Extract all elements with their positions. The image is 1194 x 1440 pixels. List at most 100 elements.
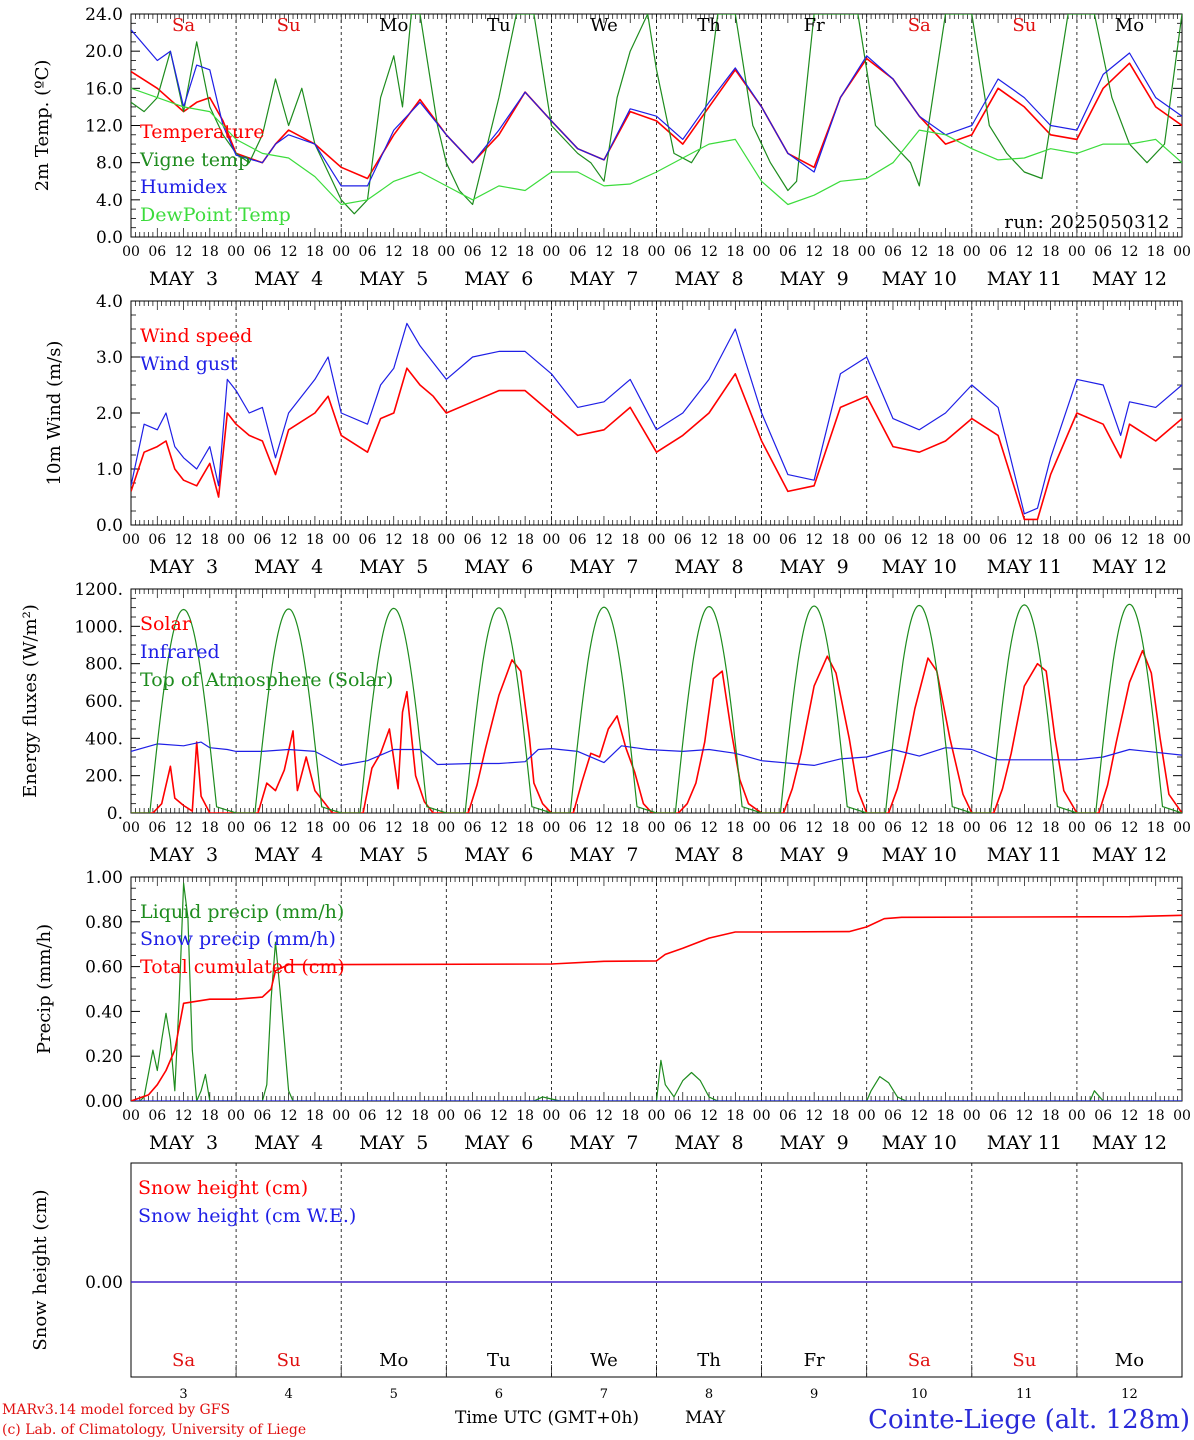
y-tick-label: 200. (85, 767, 123, 787)
hour-label: 18 (201, 532, 219, 548)
day-name: Sa (172, 15, 195, 36)
hour-label: 00 (1068, 244, 1086, 260)
date-label: MAY 4 (254, 1132, 323, 1154)
hour-label: 00 (122, 820, 140, 836)
y-tick-label: 0.40 (85, 1002, 123, 1022)
hour-label: 00 (1173, 532, 1191, 548)
legend-entry: Snow height (cm W.E.) (138, 1205, 356, 1227)
day-name: Su (1012, 1350, 1036, 1371)
day-name: We (590, 1350, 618, 1371)
hour-label: 18 (937, 532, 955, 548)
station-label: Cointe-Liege (alt. 128m) (868, 1405, 1190, 1435)
legend-entry: Infrared (140, 641, 220, 663)
hour-label: 06 (464, 1108, 482, 1124)
hour-label: 18 (411, 532, 429, 548)
hour-label: 00 (753, 1108, 771, 1124)
hour-label: 12 (280, 244, 298, 260)
hour-label: 00 (858, 820, 876, 836)
hour-label: 00 (1068, 1108, 1086, 1124)
hour-label: 18 (937, 1108, 955, 1124)
hour-label: 06 (253, 820, 271, 836)
date-label: MAY 8 (674, 844, 743, 866)
hour-label: 06 (464, 532, 482, 548)
hour-label: 18 (621, 244, 639, 260)
hour-label: 00 (858, 532, 876, 548)
hour-label: 06 (989, 1108, 1007, 1124)
y-tick-label: 1.00 (85, 868, 123, 888)
hour-label: 06 (253, 532, 271, 548)
hour-label: 18 (1147, 1108, 1165, 1124)
date-label: MAY 8 (674, 1132, 743, 1154)
hour-label: 06 (779, 532, 797, 548)
date-label: MAY 10 (882, 268, 957, 290)
hour-label: 18 (1042, 532, 1060, 548)
hour-label: 00 (227, 532, 245, 548)
hour-label: 18 (306, 532, 324, 548)
day-name: Fr (804, 1350, 825, 1371)
hour-label: 18 (937, 820, 955, 836)
hour-label: 06 (779, 820, 797, 836)
hour-label: 12 (490, 244, 508, 260)
hour-label: 00 (332, 1108, 350, 1124)
series-wind-gust (131, 322, 1182, 515)
hour-label: 00 (963, 1108, 981, 1124)
hour-label: 00 (227, 820, 245, 836)
hour-label: 12 (175, 1108, 193, 1124)
day-name: Fr (804, 15, 825, 36)
hour-label: 06 (359, 244, 377, 260)
date-label: MAY 8 (674, 556, 743, 578)
hour-label: 00 (1173, 820, 1191, 836)
hour-label: 00 (437, 532, 455, 548)
hour-label: 18 (832, 820, 850, 836)
date-label: MAY 6 (464, 844, 533, 866)
y-tick-label: 1.0 (96, 460, 123, 480)
hour-label: 18 (516, 1108, 534, 1124)
hour-label: 12 (280, 532, 298, 548)
hour-label: 12 (385, 1108, 403, 1124)
hour-label: 00 (648, 244, 666, 260)
hour-label: 06 (674, 244, 692, 260)
hour-label: 06 (148, 532, 166, 548)
hour-label: 06 (884, 1108, 902, 1124)
hour-label: 06 (1094, 1108, 1112, 1124)
legend-entry: Humidex (140, 176, 227, 198)
date-label: MAY 9 (780, 268, 849, 290)
hour-label: 12 (1015, 820, 1033, 836)
hour-label: 06 (464, 820, 482, 836)
hour-label: 06 (1094, 820, 1112, 836)
hour-label: 06 (569, 244, 587, 260)
day-name: Th (697, 15, 721, 36)
hour-label: 00 (542, 532, 560, 548)
legend-entry: Snow height (cm) (138, 1177, 308, 1199)
hour-label: 18 (201, 820, 219, 836)
y-tick-label: 1200. (74, 580, 123, 600)
date-label: MAY 11 (987, 556, 1062, 578)
panel-5: 0.00 Snow height (cm) Snow height (cm) Snow… (30, 1162, 1183, 1402)
hour-label: 12 (490, 820, 508, 836)
date-label: MAY 3 (149, 556, 218, 578)
hour-label: 18 (621, 1108, 639, 1124)
hour-label: 00 (332, 244, 350, 260)
model-credit: MARv3.14 model forced by GFS (2, 1402, 230, 1418)
panels-layer: 0.0 4.0 8.0 12.0 16.0 20.0 24.0 2m Temp. (ºC) Te… (20, 5, 1191, 1402)
hour-label: 00 (648, 1108, 666, 1124)
hour-label: 12 (1121, 1108, 1139, 1124)
hour-label: 12 (700, 244, 718, 260)
legend-entry: DewPoint Temp (140, 204, 291, 226)
hour-label: 18 (1147, 820, 1165, 836)
y-tick-label: 12.0 (85, 117, 123, 137)
date-label: MAY 3 (149, 268, 218, 290)
date-label: MAY 10 (882, 844, 957, 866)
y-tick-label: 24.0 (85, 5, 123, 25)
day-number: 3 (179, 1387, 187, 1402)
date-label: MAY 9 (780, 1132, 849, 1154)
hour-label: 06 (359, 820, 377, 836)
legend-entry: Snow precip (mm/h) (140, 928, 336, 950)
date-label: MAY 8 (674, 268, 743, 290)
hour-label: 12 (910, 1108, 928, 1124)
y-axis-label: 10m Wind (m/s) (44, 341, 65, 486)
hour-label: 00 (437, 244, 455, 260)
legend-entry: Top of Atmosphere (Solar) (140, 669, 393, 691)
date-label: MAY 3 (149, 844, 218, 866)
hour-label: 00 (963, 244, 981, 260)
